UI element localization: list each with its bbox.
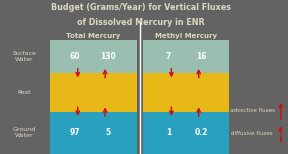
Text: Surface
Water: Surface Water [13,51,36,62]
Bar [50,73,137,112]
Bar [143,40,229,73]
Text: Peat: Peat [18,90,31,95]
Text: 5: 5 [105,128,111,137]
Bar [143,112,229,154]
Text: Methyl Mercury: Methyl Mercury [155,33,217,39]
Text: advective fluxes: advective fluxes [230,108,274,113]
Text: 7: 7 [166,52,171,61]
Text: Ground
Water: Ground Water [13,127,36,138]
Text: 130: 130 [100,52,116,61]
Text: Budget (Grams/Year) for Vertical Fluxes: Budget (Grams/Year) for Vertical Fluxes [51,3,231,12]
Bar [50,40,137,73]
Text: of Dissolved Mercury in ENR: of Dissolved Mercury in ENR [77,18,205,27]
Text: Total Mercury: Total Mercury [67,33,121,39]
Text: 0.2: 0.2 [195,128,208,137]
Text: 16: 16 [196,52,207,61]
Text: 97: 97 [70,128,80,137]
Text: 1: 1 [166,128,171,137]
Bar [143,73,229,112]
Text: 60: 60 [70,52,80,61]
Text: diffusive fluxes: diffusive fluxes [231,132,273,136]
Bar [50,112,137,154]
